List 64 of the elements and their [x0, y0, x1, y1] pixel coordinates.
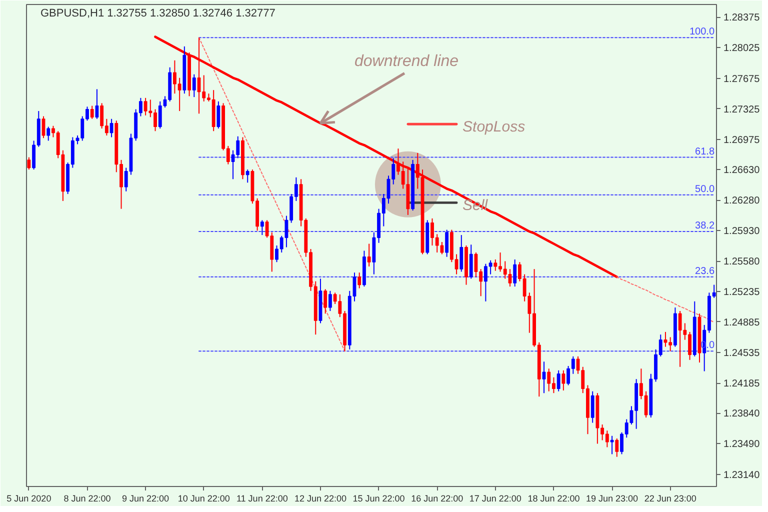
candlestick — [562, 370, 566, 391]
x-tick-label: 17 Jun 22:00 — [469, 494, 522, 504]
y-tick-label: 1.26975 — [724, 134, 760, 146]
candlestick — [216, 100, 220, 129]
candlestick — [246, 169, 250, 184]
chart-title: GBPUSD,H1 1.32755 1.32850 1.32746 1.32777 — [40, 8, 276, 20]
series-label: 38.2 — [695, 220, 715, 232]
x-tick-label: 5 Jun 2020 — [6, 494, 52, 504]
annotation: downtrend line — [354, 52, 459, 70]
candlestick — [615, 438, 619, 458]
y-tick-label: 1.25580 — [724, 256, 760, 268]
candlestick — [590, 390, 594, 424]
x-tick-label: 12 Jun 22:00 — [294, 494, 347, 504]
series-label: 100.0 — [689, 26, 715, 38]
candlestick — [367, 243, 371, 267]
x-tick-label: 8 Jun 22:00 — [64, 494, 111, 504]
candlestick — [260, 220, 264, 236]
y-tick-label: 1.27675 — [724, 74, 760, 85]
y-tick-label: 1.28025 — [724, 43, 760, 54]
candlestick — [513, 258, 517, 288]
line-series — [154, 36, 618, 278]
y-tick-label: 1.25235 — [724, 286, 760, 298]
candlestick — [445, 229, 449, 258]
x-tick-label: 10 Jun 22:00 — [178, 494, 230, 504]
x-tick-label: 11 Jun 22:00 — [236, 494, 288, 504]
candlestick — [610, 435, 614, 455]
line-series — [616, 276, 715, 323]
x-tick-label: 15 Jun 22:00 — [352, 494, 405, 504]
candlestick — [664, 331, 668, 348]
x-tick-label: 9 Jun 22:00 — [122, 494, 170, 504]
y-tick-label: 1.24185 — [724, 378, 760, 390]
x-tick-label: 19 Jun 23:00 — [586, 494, 638, 504]
candlestick — [27, 156, 31, 170]
y-tick-label: 1.24885 — [724, 317, 760, 328]
y-tick-label: 1.27325 — [724, 104, 760, 116]
y-tick-label: 1.24535 — [724, 348, 760, 359]
candlestick — [42, 116, 46, 139]
series-label: 61.8 — [695, 146, 715, 158]
y-tick-label: 1.23840 — [724, 408, 760, 420]
candlestick — [46, 126, 50, 142]
candlestick — [324, 288, 328, 314]
candlestick — [110, 118, 114, 138]
candlestick — [192, 74, 196, 98]
y-tick-label: 1.26280 — [724, 196, 760, 207]
series-label: StopLoss — [462, 118, 526, 136]
y-tick-label: 1.26630 — [724, 165, 760, 176]
series-label: 50.0 — [695, 184, 715, 195]
x-tick-label: 22 Jun 23:00 — [644, 494, 696, 504]
candlestick — [460, 234, 464, 272]
line-series — [198, 37, 346, 352]
series-label: 23.6 — [695, 266, 715, 277]
candlestick — [328, 290, 332, 312]
candlestick — [95, 88, 99, 120]
candlestick — [469, 244, 473, 280]
y-tick-label: 1.25930 — [724, 226, 760, 238]
x-tick-label: 16 Jun 22:00 — [411, 494, 464, 504]
x-tick-label: 18 Jun 22:00 — [528, 494, 580, 504]
candlestick — [556, 370, 560, 392]
y-tick-label: 1.23490 — [724, 439, 760, 450]
candlestick — [90, 105, 94, 120]
y-tick-label: 1.28375 — [724, 12, 760, 24]
candlestick — [358, 272, 362, 289]
candlestick — [668, 336, 672, 352]
y-tick-label: 1.23140 — [724, 470, 760, 481]
